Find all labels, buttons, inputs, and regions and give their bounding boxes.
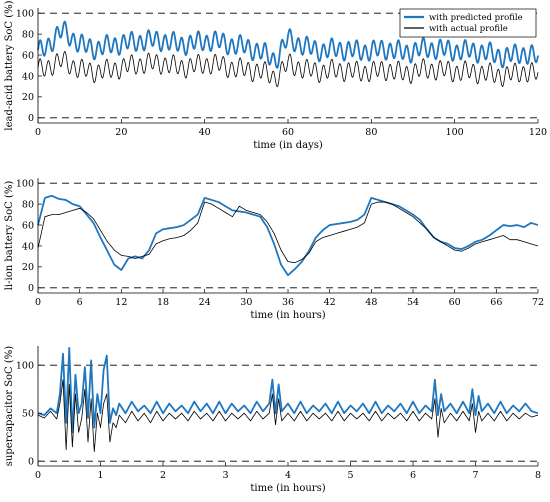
x-tick-label: 100 <box>446 127 464 138</box>
x-tick-label: 80 <box>365 127 377 138</box>
x-tick-label: 42 <box>324 297 336 308</box>
x-tick-label: 20 <box>115 127 127 138</box>
y-tick-label: 100 <box>16 361 34 372</box>
x-tick-label: 60 <box>449 297 461 308</box>
panel-3: 0 1 2 3 4 5 6 7 8 0 50 100 time (in hours) supercapac… <box>4 346 541 494</box>
x-tick-label: 4 <box>285 470 291 481</box>
y-tick-label: 100 <box>16 9 34 20</box>
y-tick-label: 100 <box>16 179 34 190</box>
y-tick-label: 0 <box>28 283 34 294</box>
y-tick-label: 60 <box>22 50 34 61</box>
x-tick-label: 7 <box>472 470 478 481</box>
x-tick-label: 2 <box>160 470 166 481</box>
x-tick-label: 120 <box>529 127 547 138</box>
legend-entry: with actual profile <box>429 24 508 34</box>
y-tick-label: 20 <box>22 92 34 103</box>
panel-2: 0 6 12 18 24 30 36 42 48 54 60 66 72 0 20 40 60 80 100 time… <box>4 178 544 321</box>
x-axis-label: time (in hours) <box>250 483 325 494</box>
x-tick-label: 0 <box>35 297 41 308</box>
x-tick-label: 6 <box>77 297 83 308</box>
series-line-predicted <box>37 347 539 434</box>
series-line-predicted <box>37 194 539 277</box>
x-tick-label: 72 <box>532 297 544 308</box>
x-tick-label: 0 <box>35 127 41 138</box>
y-tick-label: 20 <box>22 262 34 273</box>
x-tick-label: 5 <box>347 470 353 481</box>
x-tick-label: 0 <box>35 470 41 481</box>
x-tick-label: 24 <box>199 297 211 308</box>
panel-1: 0 20 40 60 80 100 120 0 20 40 60 80 100 time (in days… <box>4 0 547 151</box>
y-tick-label: 0 <box>28 113 34 124</box>
x-tick-label: 30 <box>240 297 252 308</box>
y-tick-label: 60 <box>22 220 34 231</box>
y-tick-label: 0 <box>28 457 34 468</box>
y-tick-label: 40 <box>22 241 34 252</box>
x-tick-label: 40 <box>199 127 211 138</box>
x-tick-label: 60 <box>282 127 294 138</box>
series-line-predicted <box>37 20 539 69</box>
x-axis-label: time (in days) <box>253 140 323 151</box>
y-axis-label: li-ion battery SoC (%) <box>4 181 15 291</box>
y-axis-label: lead-acid battery SoC (%) <box>4 0 15 130</box>
x-tick-label: 18 <box>157 297 169 308</box>
series-line-actual <box>37 201 539 264</box>
y-tick-label: 80 <box>22 199 34 210</box>
y-tick-label: 80 <box>22 29 34 40</box>
legend-entry: with predicted profile <box>429 13 523 23</box>
y-tick-label: 40 <box>22 71 34 82</box>
x-tick-label: 48 <box>365 297 377 308</box>
y-axis-label: supercapacitor SoC (%) <box>4 346 15 466</box>
x-tick-label: 66 <box>490 297 502 308</box>
x-tick-label: 3 <box>222 470 228 481</box>
x-tick-label: 8 <box>535 470 541 481</box>
x-tick-label: 6 <box>410 470 416 481</box>
x-axis-label: time (in hours) <box>250 310 325 321</box>
x-tick-label: 36 <box>282 297 294 308</box>
x-tick-label: 54 <box>407 297 419 308</box>
x-tick-label: 12 <box>115 297 127 308</box>
series-line-actual <box>37 51 539 87</box>
y-tick-label: 50 <box>22 409 34 420</box>
legend-box <box>399 8 537 38</box>
x-tick-label: 1 <box>97 470 103 481</box>
series-line-actual <box>37 379 539 453</box>
